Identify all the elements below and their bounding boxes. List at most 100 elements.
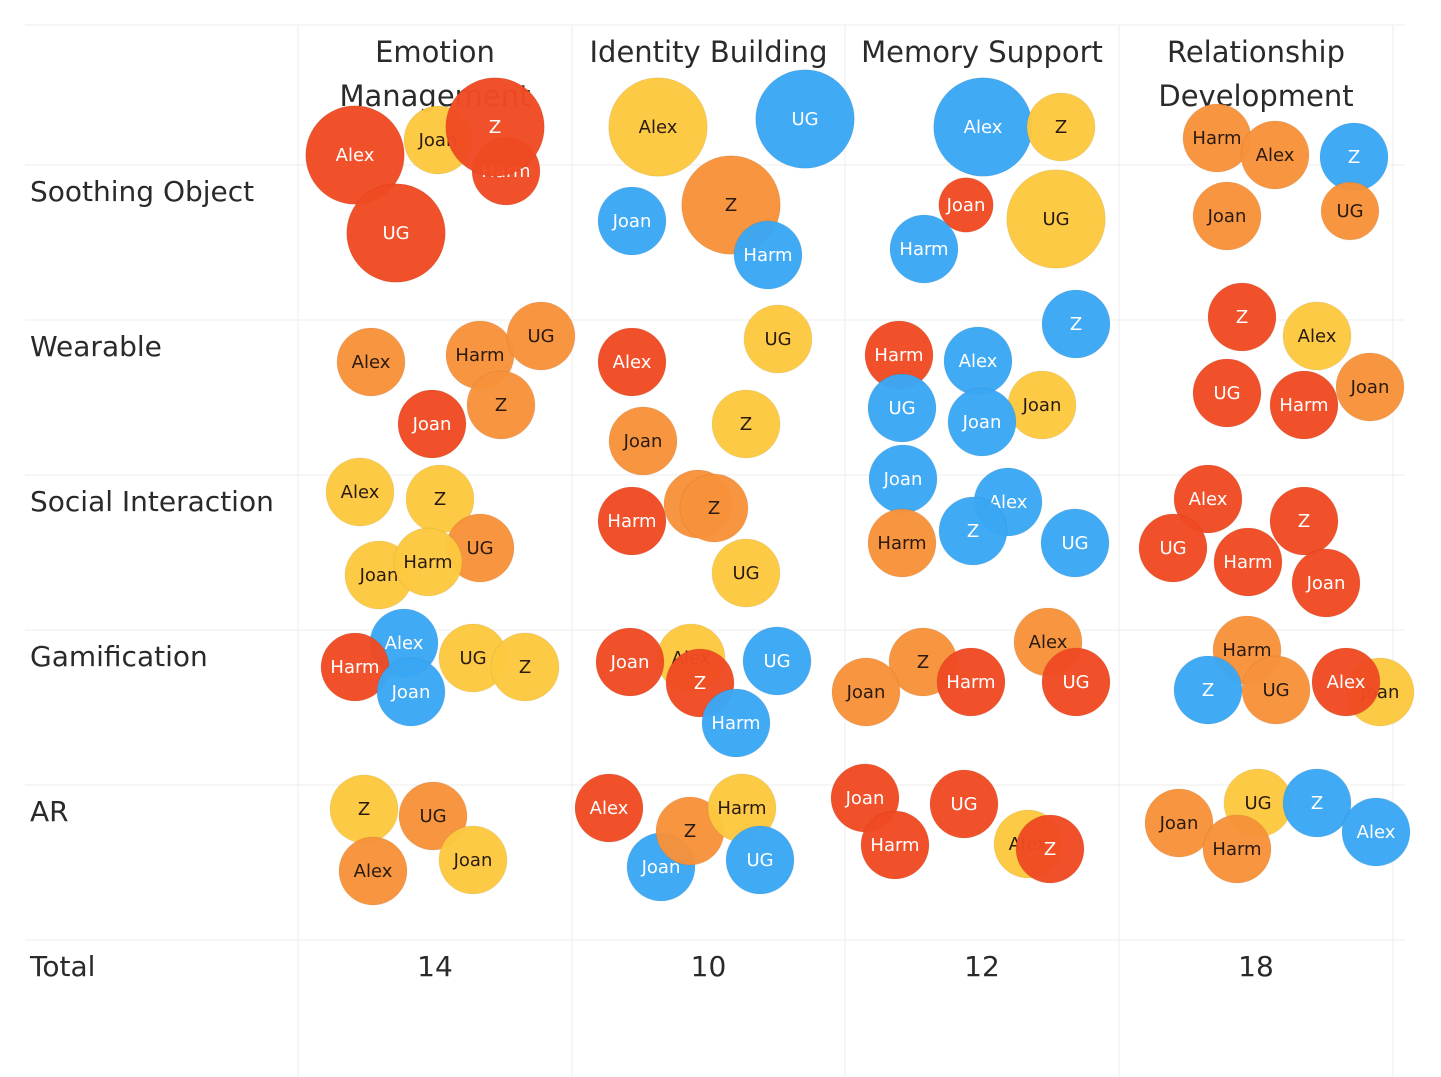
bubble-circle <box>743 304 813 374</box>
bubble: Harm <box>393 527 463 597</box>
bubble: Harm <box>889 214 959 284</box>
bubble-circle <box>742 626 812 696</box>
bubble-label: Harm <box>877 533 926 554</box>
bubble-label: Z <box>917 652 929 673</box>
bubble-label: UG <box>732 563 759 584</box>
bubble: Joan <box>608 406 678 476</box>
bubble: Joan <box>868 444 938 514</box>
bubble: Harm <box>1182 103 1252 173</box>
bubble-circle <box>574 773 644 843</box>
bubble-label: Harm <box>946 672 995 693</box>
bubble: Harm <box>860 810 930 880</box>
bubble-circle <box>1213 527 1283 597</box>
column-header-line: Emotion <box>375 35 495 69</box>
bubble-circle <box>1041 289 1111 359</box>
bubble-label: Z <box>434 489 446 510</box>
bubble-label: Alex <box>613 352 652 373</box>
bubble: Joan <box>376 657 446 727</box>
bubble: Z <box>445 77 545 177</box>
bubble: Alex <box>1240 120 1310 190</box>
bubble: UG <box>1040 508 1110 578</box>
bubble-label: Alex <box>1298 326 1337 347</box>
bubble: Joan <box>595 627 665 697</box>
bubble: Harm <box>1269 370 1339 440</box>
bubble-circle <box>595 627 665 697</box>
bubble-label: Z <box>725 195 737 216</box>
bubble: UG <box>1006 169 1106 269</box>
row-header: Soothing Object <box>30 175 254 208</box>
bubble: Harm <box>320 632 390 702</box>
bubble: Alex <box>608 77 708 177</box>
bubble-label: Alex <box>639 117 678 138</box>
bubble-circle <box>860 810 930 880</box>
bubble-label: Harm <box>455 345 504 366</box>
bubble-label: Alex <box>354 861 393 882</box>
bubble: UG <box>711 538 781 608</box>
bubble: Alex <box>325 457 395 527</box>
bubble-label: UG <box>764 329 791 350</box>
bubble-label: Harm <box>330 657 379 678</box>
bubble: Alex <box>305 105 405 205</box>
bubble-label: Harm <box>717 798 766 819</box>
bubble-label: UG <box>1262 680 1289 701</box>
bubble-circle <box>938 177 994 233</box>
bubble: UG <box>398 781 468 851</box>
bubble-label: Harm <box>1223 552 1272 573</box>
bubble-circle <box>376 657 446 727</box>
bubble-circle <box>711 389 781 459</box>
bubble-label: Joan <box>846 682 886 703</box>
bubble-label: UG <box>888 398 915 419</box>
total-value: 14 <box>417 950 453 983</box>
bubble-label: Alex <box>1357 822 1396 843</box>
column-header: Relationship Development <box>1158 35 1353 113</box>
column-header: Identity Building <box>589 35 827 69</box>
bubble: UG <box>346 183 446 283</box>
bubble-circle <box>1207 282 1277 352</box>
bubble: UG <box>438 623 508 693</box>
bubble: Z <box>1207 282 1277 352</box>
bubble: Joan <box>1144 788 1214 858</box>
bubble-circle <box>1144 788 1214 858</box>
bubble-label: Z <box>708 498 720 519</box>
total-value: 12 <box>964 950 1000 983</box>
bubble: Alex <box>1311 647 1381 717</box>
bubble: Harm <box>864 320 934 390</box>
bubble-label: Joan <box>1207 206 1247 227</box>
bubble-label: Harm <box>899 239 948 260</box>
bubble-label: UG <box>1061 533 1088 554</box>
bubble-circle <box>936 647 1006 717</box>
bubble-circle <box>867 508 937 578</box>
bubble: Z <box>679 473 749 543</box>
row-header: Social Interaction <box>30 485 274 518</box>
bubble: Z <box>490 632 560 702</box>
bubble: Z <box>1173 655 1243 725</box>
total-value: 10 <box>691 950 727 983</box>
bubble-label: UG <box>419 806 446 827</box>
bubble-label: Joan <box>1159 813 1199 834</box>
bubble: UG <box>445 513 515 583</box>
bubble-label: Alex <box>959 351 998 372</box>
bubble-circle <box>1241 655 1311 725</box>
bubble-label: Z <box>1044 839 1056 860</box>
bubble: Alex <box>1282 301 1352 371</box>
bubble-label: Joan <box>946 195 986 216</box>
row-headers: Soothing Object Wearable Social Interactio… <box>29 175 274 983</box>
bubble: Joan <box>1335 352 1405 422</box>
bubble-circle <box>393 527 463 597</box>
bubble-circle <box>1138 513 1208 583</box>
bubble-circle <box>831 657 901 727</box>
bubble: Z <box>711 389 781 459</box>
bubble-label: Alex <box>964 117 1003 138</box>
bubble-label: Joan <box>641 857 681 878</box>
bubble-label: Harm <box>607 511 656 532</box>
bubble-label: Harm <box>743 245 792 266</box>
bubble: UG <box>755 69 855 169</box>
bubble: Joan <box>831 657 901 727</box>
bubble-circle <box>445 77 545 177</box>
bubble-circle <box>1040 508 1110 578</box>
bubble-circle <box>679 473 749 543</box>
bubble: Z <box>1026 92 1096 162</box>
bubble: Z <box>466 370 536 440</box>
bubble-label: Harm <box>1192 128 1241 149</box>
